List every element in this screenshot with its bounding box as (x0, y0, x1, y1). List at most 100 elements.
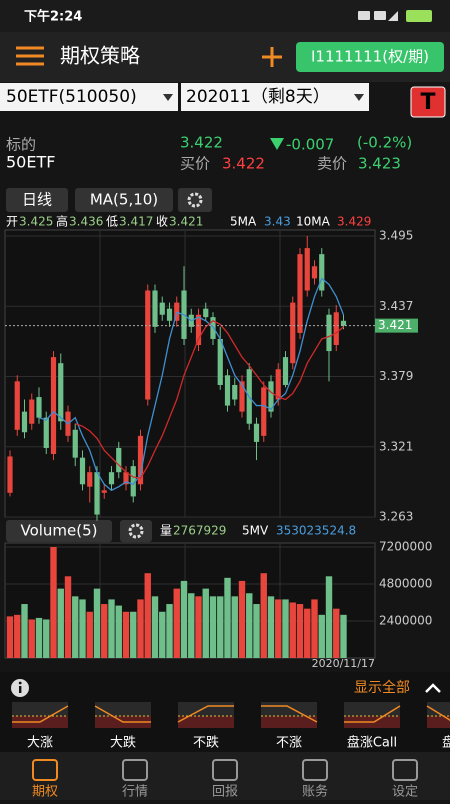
stat-label: 5MA (230, 215, 257, 229)
tab[interactable]: 账务 (302, 759, 328, 800)
candle-body (253, 423, 260, 442)
status-time: 下午2:24 (24, 9, 82, 25)
stat-value: 3.425 (19, 215, 53, 229)
show-all[interactable]: 显示全部 (354, 679, 410, 696)
candle-body (145, 290, 151, 400)
volume-bar (340, 614, 347, 658)
candle-body (333, 312, 339, 346)
candle-body (94, 472, 100, 515)
volume-bar (267, 596, 275, 658)
underlying-select[interactable] (0, 83, 178, 111)
stats-line: 开 3.425 高 3.436 低 3.417 收 3.421 5MA 3.43… (6, 214, 371, 229)
dropdown-arrow (163, 94, 173, 101)
volume-bar (304, 608, 311, 658)
stat-value: 3.436 (69, 215, 103, 229)
period-label: 日线 (22, 191, 52, 209)
volume-bar (115, 605, 122, 658)
payoff-line (344, 705, 401, 723)
volume-bar (43, 619, 50, 658)
settings-button[interactable] (120, 520, 152, 542)
volume-bar (64, 576, 72, 658)
volume-bar (137, 599, 144, 658)
volume-bar (253, 604, 260, 658)
strategy-card[interactable]: 盘跌 (426, 702, 450, 751)
stat-value: 3.417 (119, 215, 153, 229)
strategy-card[interactable]: 大跌 (94, 702, 151, 751)
tab[interactable]: 行情 (122, 759, 148, 800)
stat-label: 5MV (242, 524, 269, 538)
account-button[interactable] (296, 42, 444, 72)
ma-button[interactable] (75, 188, 173, 212)
quote-label: 标的 (6, 136, 36, 154)
volume-bar (108, 599, 115, 658)
candle-body (130, 466, 136, 497)
strategy-card[interactable]: 不涨 (261, 702, 318, 751)
volume-bar (275, 599, 282, 658)
strategy-label: 大跌 (110, 735, 136, 751)
candle-body (7, 456, 13, 493)
volume-bar (86, 611, 93, 658)
candle-body (340, 320, 347, 326)
payoff-line (426, 705, 450, 722)
strategy-card[interactable]: 盘涨Call (344, 702, 401, 751)
collapse-icon[interactable] (425, 683, 441, 693)
candle-body (36, 397, 42, 418)
strategy-card[interactable]: 大涨 (12, 702, 69, 751)
candle-body (311, 266, 318, 279)
stat-label: 量 (160, 524, 172, 538)
info-glyph (18, 681, 22, 685)
candle-body (50, 357, 57, 455)
volume-bar (296, 604, 304, 658)
ask-value: 3.423 (358, 155, 401, 173)
tab[interactable]: 期权 (32, 759, 58, 800)
tab[interactable]: 设定 (392, 759, 418, 800)
bid-label: 买价 (180, 155, 210, 173)
trade-label: T (420, 90, 435, 115)
settings-button[interactable] (178, 188, 212, 212)
candle-body (137, 435, 144, 485)
candle-body (123, 472, 129, 485)
volume-bar (246, 593, 253, 658)
volume-bar (173, 588, 180, 658)
volume-bar (311, 599, 318, 658)
candle-body (21, 411, 28, 433)
candle-body (268, 381, 274, 412)
volume-bar (93, 588, 101, 658)
ma5-line (38, 277, 345, 492)
trade-button[interactable] (410, 86, 446, 118)
strategy-label: 盘跌 (442, 735, 450, 751)
period-button[interactable] (6, 188, 68, 212)
stat-value: 3.421 (169, 215, 203, 229)
volume-bar (50, 547, 57, 658)
tab[interactable]: 回报 (212, 759, 238, 800)
candle-body (29, 399, 35, 424)
strategy-card[interactable]: 不跌 (177, 702, 234, 751)
candle-body (58, 363, 64, 422)
quote-price: 3.422 (180, 134, 223, 152)
expiry-select[interactable] (181, 83, 369, 111)
volume-bar (217, 596, 224, 658)
ma-label: MA(5,10) (90, 191, 158, 209)
candle-body (282, 357, 289, 385)
volume-button[interactable] (6, 520, 112, 542)
candle-body (217, 338, 223, 385)
volume-bar (159, 611, 166, 658)
menu-button[interactable] (16, 46, 44, 66)
candle-body (14, 381, 20, 430)
status-icons (358, 10, 432, 22)
volume-bar (130, 611, 137, 658)
volume-bar (282, 599, 289, 658)
stat-label: 开 (6, 215, 18, 229)
candle-body (116, 447, 122, 473)
down-triangle (270, 138, 284, 150)
candle-body (79, 457, 86, 485)
strategy-label: 不跌 (193, 735, 219, 751)
y-tick-label: 3.495 (379, 229, 413, 243)
volume-bar (318, 614, 325, 658)
volume-label: Volume(5) (20, 522, 97, 540)
tab-icon (32, 759, 58, 781)
candle-body (203, 308, 209, 318)
add-button[interactable] (262, 47, 282, 67)
y-tick-label: 3.321 (379, 439, 413, 453)
